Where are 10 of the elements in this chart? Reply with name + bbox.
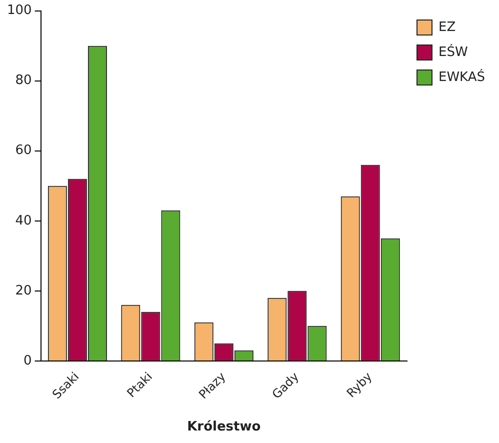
y-tick-label: 0 (24, 353, 32, 368)
y-tick-label: 100 (6, 3, 32, 18)
x-axis-title: Królestwo (187, 420, 261, 435)
y-tick-label: 40 (15, 213, 32, 228)
legend-label: EŚW (438, 42, 468, 60)
legend-label: EZ (438, 20, 456, 35)
y-tick-label: 80 (15, 73, 32, 88)
legend-label: EWKAŚ (438, 68, 486, 85)
y-tick-label: 20 (15, 283, 32, 298)
y-tick-label: 60 (15, 143, 32, 158)
